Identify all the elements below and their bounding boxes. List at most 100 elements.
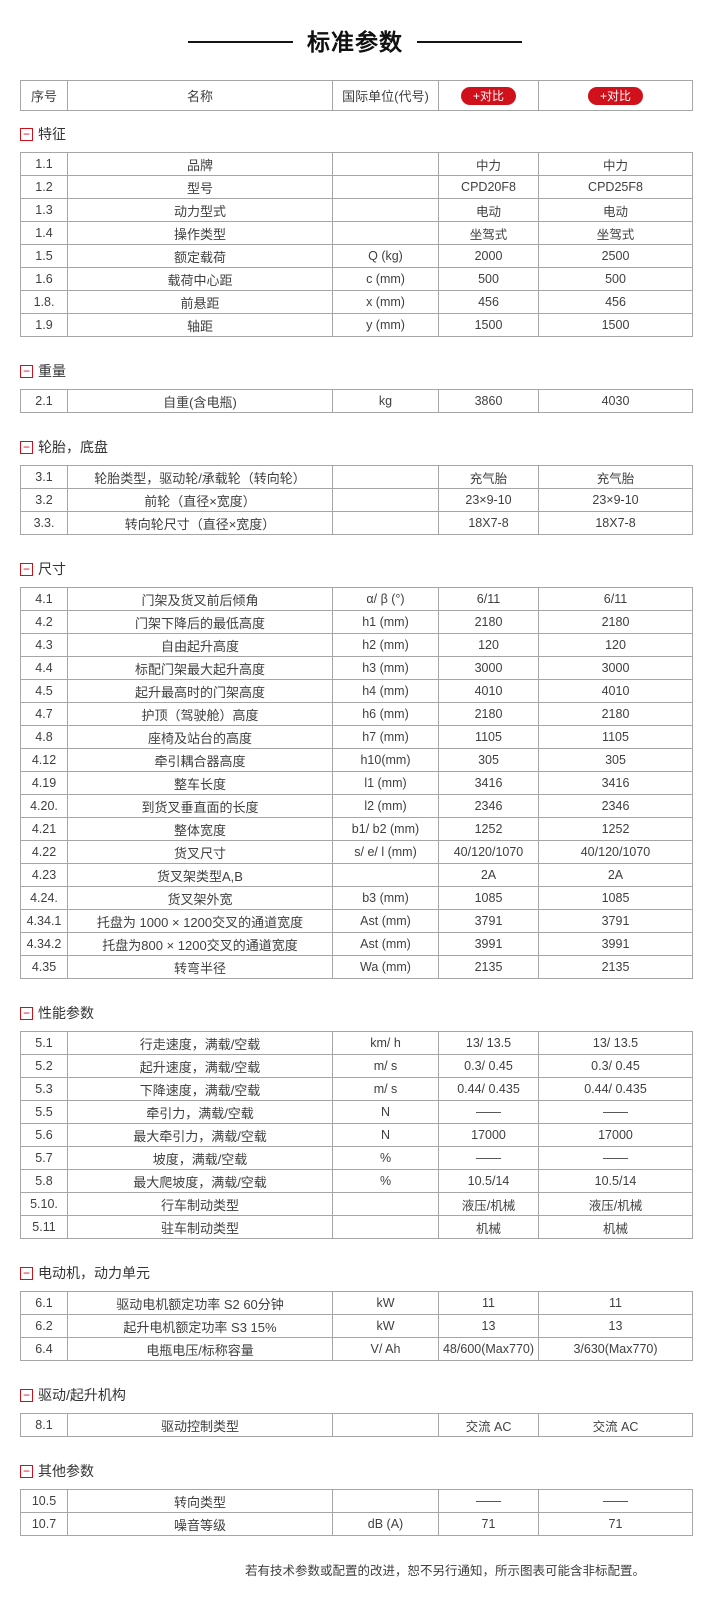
cell-value-1: 2135 bbox=[438, 955, 539, 979]
cell-no: 6.1 bbox=[20, 1291, 68, 1315]
cell-value-2: 1105 bbox=[538, 725, 693, 749]
cell-unit: h4 (mm) bbox=[332, 679, 439, 703]
cell-name: 载荷中心距 bbox=[67, 267, 333, 291]
cell-name: 起升最高时的门架高度 bbox=[67, 679, 333, 703]
collapse-minus-icon[interactable]: − bbox=[20, 1006, 33, 1020]
cell-value-2: 1085 bbox=[538, 886, 693, 910]
collapse-minus-icon[interactable]: − bbox=[20, 440, 33, 454]
cell-value-1: 3791 bbox=[438, 909, 539, 933]
cell-no: 4.12 bbox=[20, 748, 68, 772]
cell-name: 标配门架最大起升高度 bbox=[67, 656, 333, 680]
table-row: 1.9 轴距 y (mm) 1500 1500 bbox=[20, 313, 693, 337]
section-title: 其他参数 bbox=[38, 1463, 94, 1479]
table-row: 4.20. 到货叉垂直面的长度 l2 (mm) 2346 2346 bbox=[20, 794, 693, 818]
compare-badge-right[interactable]: +对比 bbox=[587, 86, 643, 105]
table-row: 4.35 转弯半径 Wa (mm) 2135 2135 bbox=[20, 955, 693, 979]
cell-unit bbox=[332, 1413, 439, 1437]
cell-value-2: 10.5/14 bbox=[538, 1169, 693, 1193]
collapse-minus-icon[interactable]: − bbox=[20, 1388, 33, 1402]
cell-name: 前轮（直径×宽度） bbox=[67, 488, 333, 512]
cell-value-2: 电动 bbox=[538, 198, 693, 222]
cell-unit: b3 (mm) bbox=[332, 886, 439, 910]
cell-no: 6.4 bbox=[20, 1337, 68, 1361]
section-label: − 重量 bbox=[20, 361, 710, 381]
cell-unit: V/ Ah bbox=[332, 1337, 439, 1361]
cell-no: 4.34.1 bbox=[20, 909, 68, 933]
header-cell-no: 序号 bbox=[20, 80, 68, 111]
table-row: 1.1 品牌 中力 中力 bbox=[20, 152, 693, 176]
cell-no: 4.4 bbox=[20, 656, 68, 680]
collapse-minus-icon[interactable]: − bbox=[20, 562, 33, 576]
cell-value-1: CPD20F8 bbox=[438, 175, 539, 199]
table-row: 4.8 座椅及站台的高度 h7 (mm) 1105 1105 bbox=[20, 725, 693, 749]
cell-no: 10.5 bbox=[20, 1489, 68, 1513]
cell-value-2: —— bbox=[538, 1100, 693, 1124]
cell-no: 8.1 bbox=[20, 1413, 68, 1437]
table-row: 4.2 门架下降后的最低高度 h1 (mm) 2180 2180 bbox=[20, 610, 693, 634]
table-row: 3.3. 转向轮尺寸（直径×宽度） 18X7-8 18X7-8 bbox=[20, 511, 693, 535]
cell-value-2: —— bbox=[538, 1489, 693, 1513]
table-row: 4.34.1 托盘为 1000 × 1200交叉的通道宽度 Ast (mm) 3791… bbox=[20, 909, 693, 933]
table-row: 4.19 整车长度 l1 (mm) 3416 3416 bbox=[20, 771, 693, 795]
cell-value-1: 充气胎 bbox=[438, 465, 539, 489]
table-row: 10.7 噪音等级 dB (A) 71 71 bbox=[20, 1512, 693, 1536]
cell-name: 座椅及站台的高度 bbox=[67, 725, 333, 749]
cell-value-2: 1252 bbox=[538, 817, 693, 841]
cell-unit: dB (A) bbox=[332, 1512, 439, 1536]
section-title: 电动机，动力单元 bbox=[38, 1265, 150, 1281]
cell-no: 4.19 bbox=[20, 771, 68, 795]
cell-name: 噪音等级 bbox=[67, 1512, 333, 1536]
cell-unit: kW bbox=[332, 1291, 439, 1315]
table-row: 6.2 起升电机额定功率 S3 15% kW 13 13 bbox=[20, 1314, 693, 1338]
cell-value-1: 6/11 bbox=[438, 587, 539, 611]
table-row: 4.5 起升最高时的门架高度 h4 (mm) 4010 4010 bbox=[20, 679, 693, 703]
cell-name: 护顶（驾驶舱）高度 bbox=[67, 702, 333, 726]
cell-value-1: 40/120/1070 bbox=[438, 840, 539, 864]
cell-no: 1.6 bbox=[20, 267, 68, 291]
compare-badge-left[interactable]: +对比 bbox=[460, 86, 516, 105]
cell-value-1: 456 bbox=[438, 290, 539, 314]
cell-no: 5.11 bbox=[20, 1215, 68, 1239]
cell-unit: x (mm) bbox=[332, 290, 439, 314]
collapse-minus-icon[interactable]: − bbox=[20, 1464, 33, 1478]
cell-name: 动力型式 bbox=[67, 198, 333, 222]
collapse-minus-icon[interactable]: − bbox=[20, 364, 33, 378]
spec-table: 5.1 行走速度，满载/空载 km/ h 13/ 13.5 13/ 13.5 5.2 起升速… bbox=[20, 1031, 693, 1239]
cell-no: 2.1 bbox=[20, 389, 68, 413]
cell-value-1: 13 bbox=[438, 1314, 539, 1338]
cell-value-2: 40/120/1070 bbox=[538, 840, 693, 864]
cell-value-2: 2500 bbox=[538, 244, 693, 268]
sections-container: − 特征 1.1 品牌 中力 中力 1.2 型号 CPD20F8 CPD25F8 1.3 动力型式 电动… bbox=[0, 124, 710, 1536]
section-title: 特征 bbox=[38, 126, 66, 142]
cell-name: 前悬距 bbox=[67, 290, 333, 314]
spec-table: 6.1 驱动电机额定功率 S2 60分钟 kW 11 11 6.2 起升电机额定功率 S3 … bbox=[20, 1291, 693, 1361]
cell-name: 电瓶电压/标称容量 bbox=[67, 1337, 333, 1361]
table-row: 6.1 驱动电机额定功率 S2 60分钟 kW 11 11 bbox=[20, 1291, 693, 1315]
cell-value-2: 3/630(Max770) bbox=[538, 1337, 693, 1361]
header-cell-compare-right: +对比 bbox=[538, 80, 693, 111]
table-row: 4.3 自由起升高度 h2 (mm) 120 120 bbox=[20, 633, 693, 657]
cell-name: 门架及货叉前后倾角 bbox=[67, 587, 333, 611]
spec-table: 1.1 品牌 中力 中力 1.2 型号 CPD20F8 CPD25F8 1.3 动力型式 电动 电动 1… bbox=[20, 152, 693, 337]
cell-unit: h1 (mm) bbox=[332, 610, 439, 634]
collapse-minus-icon[interactable]: − bbox=[20, 1266, 33, 1280]
cell-name: 轴距 bbox=[67, 313, 333, 337]
cell-value-1: 23×9-10 bbox=[438, 488, 539, 512]
table-row: 1.5 额定载荷 Q (kg) 2000 2500 bbox=[20, 244, 693, 268]
section-label: − 其他参数 bbox=[20, 1461, 710, 1481]
collapse-minus-icon[interactable]: − bbox=[20, 127, 33, 141]
cell-unit: kg bbox=[332, 389, 439, 413]
cell-value-2: 3791 bbox=[538, 909, 693, 933]
cell-value-2: 456 bbox=[538, 290, 693, 314]
cell-name: 货叉架类型A,B bbox=[67, 863, 333, 887]
table-row: 4.12 牵引耦合器高度 h10(mm) 305 305 bbox=[20, 748, 693, 772]
cell-value-1: 2346 bbox=[438, 794, 539, 818]
cell-value-1: 3991 bbox=[438, 932, 539, 956]
cell-name: 自重(含电瓶) bbox=[67, 389, 333, 413]
cell-no: 4.34.2 bbox=[20, 932, 68, 956]
cell-name: 货叉架外宽 bbox=[67, 886, 333, 910]
section-title: 尺寸 bbox=[38, 561, 66, 577]
cell-value-2: 120 bbox=[538, 633, 693, 657]
cell-name: 下降速度，满载/空载 bbox=[67, 1077, 333, 1101]
cell-value-1: 11 bbox=[438, 1291, 539, 1315]
